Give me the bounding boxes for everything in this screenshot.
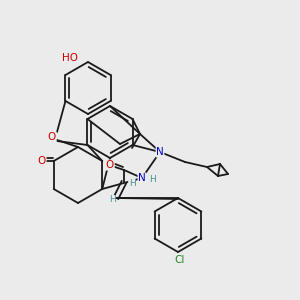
Text: H: H	[129, 179, 135, 188]
Text: O: O	[38, 156, 46, 166]
Text: H: H	[109, 196, 116, 205]
Text: O: O	[48, 132, 56, 142]
Text: Cl: Cl	[175, 255, 185, 265]
Text: HO: HO	[62, 53, 78, 63]
Text: N: N	[156, 147, 164, 157]
Text: N: N	[138, 173, 146, 183]
Text: O: O	[106, 160, 114, 170]
Text: H: H	[148, 176, 155, 184]
